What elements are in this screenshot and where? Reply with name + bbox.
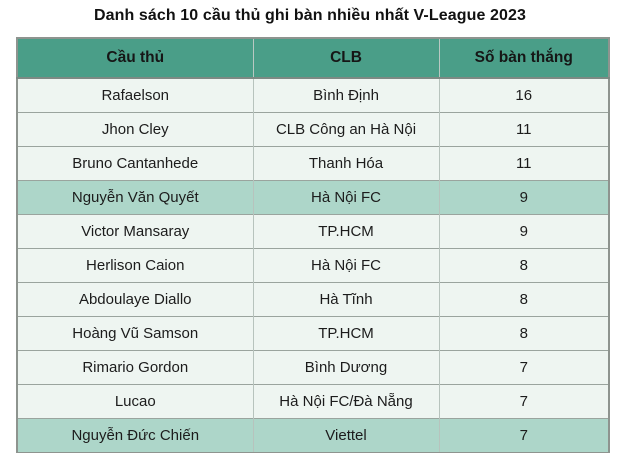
column-header-goals: Số bàn thắng: [438, 38, 609, 79]
player-cell: Rimario Gordon: [17, 350, 253, 385]
page-title: Danh sách 10 cầu thủ ghi bàn nhiều nhất …: [93, 7, 527, 24]
club-cell: TP.HCM: [252, 214, 439, 249]
table-row: Herlison Caion Hà Nội FC 8: [17, 248, 609, 283]
club-cell: Hà Nội FC: [252, 180, 439, 215]
player-cell: Victor Mansaray: [17, 214, 253, 249]
goals-cell: 8: [438, 248, 609, 283]
goals-cell: 7: [438, 384, 609, 419]
player-cell: Herlison Caion: [17, 248, 253, 283]
column-header-player: Cầu thủ: [17, 38, 253, 79]
club-cell: Bình Dương: [252, 350, 439, 385]
table-row: Hoàng Vũ Samson TP.HCM 8: [17, 316, 609, 351]
club-cell: Viettel: [252, 418, 439, 453]
player-cell: Hoàng Vũ Samson: [17, 316, 253, 351]
goals-cell: 7: [438, 418, 609, 453]
club-cell: CLB Công an Hà Nội: [252, 112, 439, 147]
player-cell: Bruno Cantanhede: [17, 146, 253, 181]
club-cell: Hà Tĩnh: [252, 282, 439, 317]
table-row: Nguyễn Văn Quyết Hà Nội FC 9: [17, 180, 609, 215]
table-header: Cầu thủ CLB Số bàn thắng: [17, 38, 609, 79]
table-row: Lucao Hà Nội FC/Đà Nẵng 7: [17, 384, 609, 419]
club-cell: Hà Nội FC/Đà Nẵng: [252, 384, 439, 419]
table-row: Abdoulaye Diallo Hà Tĩnh 8: [17, 282, 609, 317]
table-row: Jhon Cley CLB Công an Hà Nội 11: [17, 112, 609, 147]
top-scorers-table: Cầu thủ CLB Số bàn thắng Rafaelson Bình …: [16, 37, 610, 453]
table-header-row: Cầu thủ CLB Số bàn thắng: [17, 38, 609, 79]
table-row: Rimario Gordon Bình Dương 7: [17, 350, 609, 385]
column-header-club: CLB: [252, 38, 439, 79]
goals-cell: 9: [438, 214, 609, 249]
goals-cell: 7: [438, 350, 609, 385]
table-body: Rafaelson Bình Định 16 Jhon Cley CLB Côn…: [17, 78, 609, 453]
goals-cell: 16: [438, 78, 609, 113]
player-cell: Nguyễn Đức Chiến: [17, 418, 253, 453]
club-cell: Hà Nội FC: [252, 248, 439, 283]
goals-cell: 11: [438, 112, 609, 147]
goals-cell: 8: [438, 282, 609, 317]
club-cell: Bình Định: [252, 78, 439, 113]
table-row: Nguyễn Đức Chiến Viettel 7: [17, 418, 609, 453]
club-cell: Thanh Hóa: [252, 146, 439, 181]
player-cell: Rafaelson: [17, 78, 253, 113]
player-cell: Abdoulaye Diallo: [17, 282, 253, 317]
player-cell: Nguyễn Văn Quyết: [17, 180, 253, 215]
goals-cell: 9: [438, 180, 609, 215]
goals-cell: 8: [438, 316, 609, 351]
goals-cell: 11: [438, 146, 609, 181]
table-row: Rafaelson Bình Định 16: [17, 78, 609, 113]
table-row: Bruno Cantanhede Thanh Hóa 11: [17, 146, 609, 181]
club-cell: TP.HCM: [252, 316, 439, 351]
player-cell: Jhon Cley: [17, 112, 253, 147]
table-row: Victor Mansaray TP.HCM 9: [17, 214, 609, 249]
player-cell: Lucao: [17, 384, 253, 419]
